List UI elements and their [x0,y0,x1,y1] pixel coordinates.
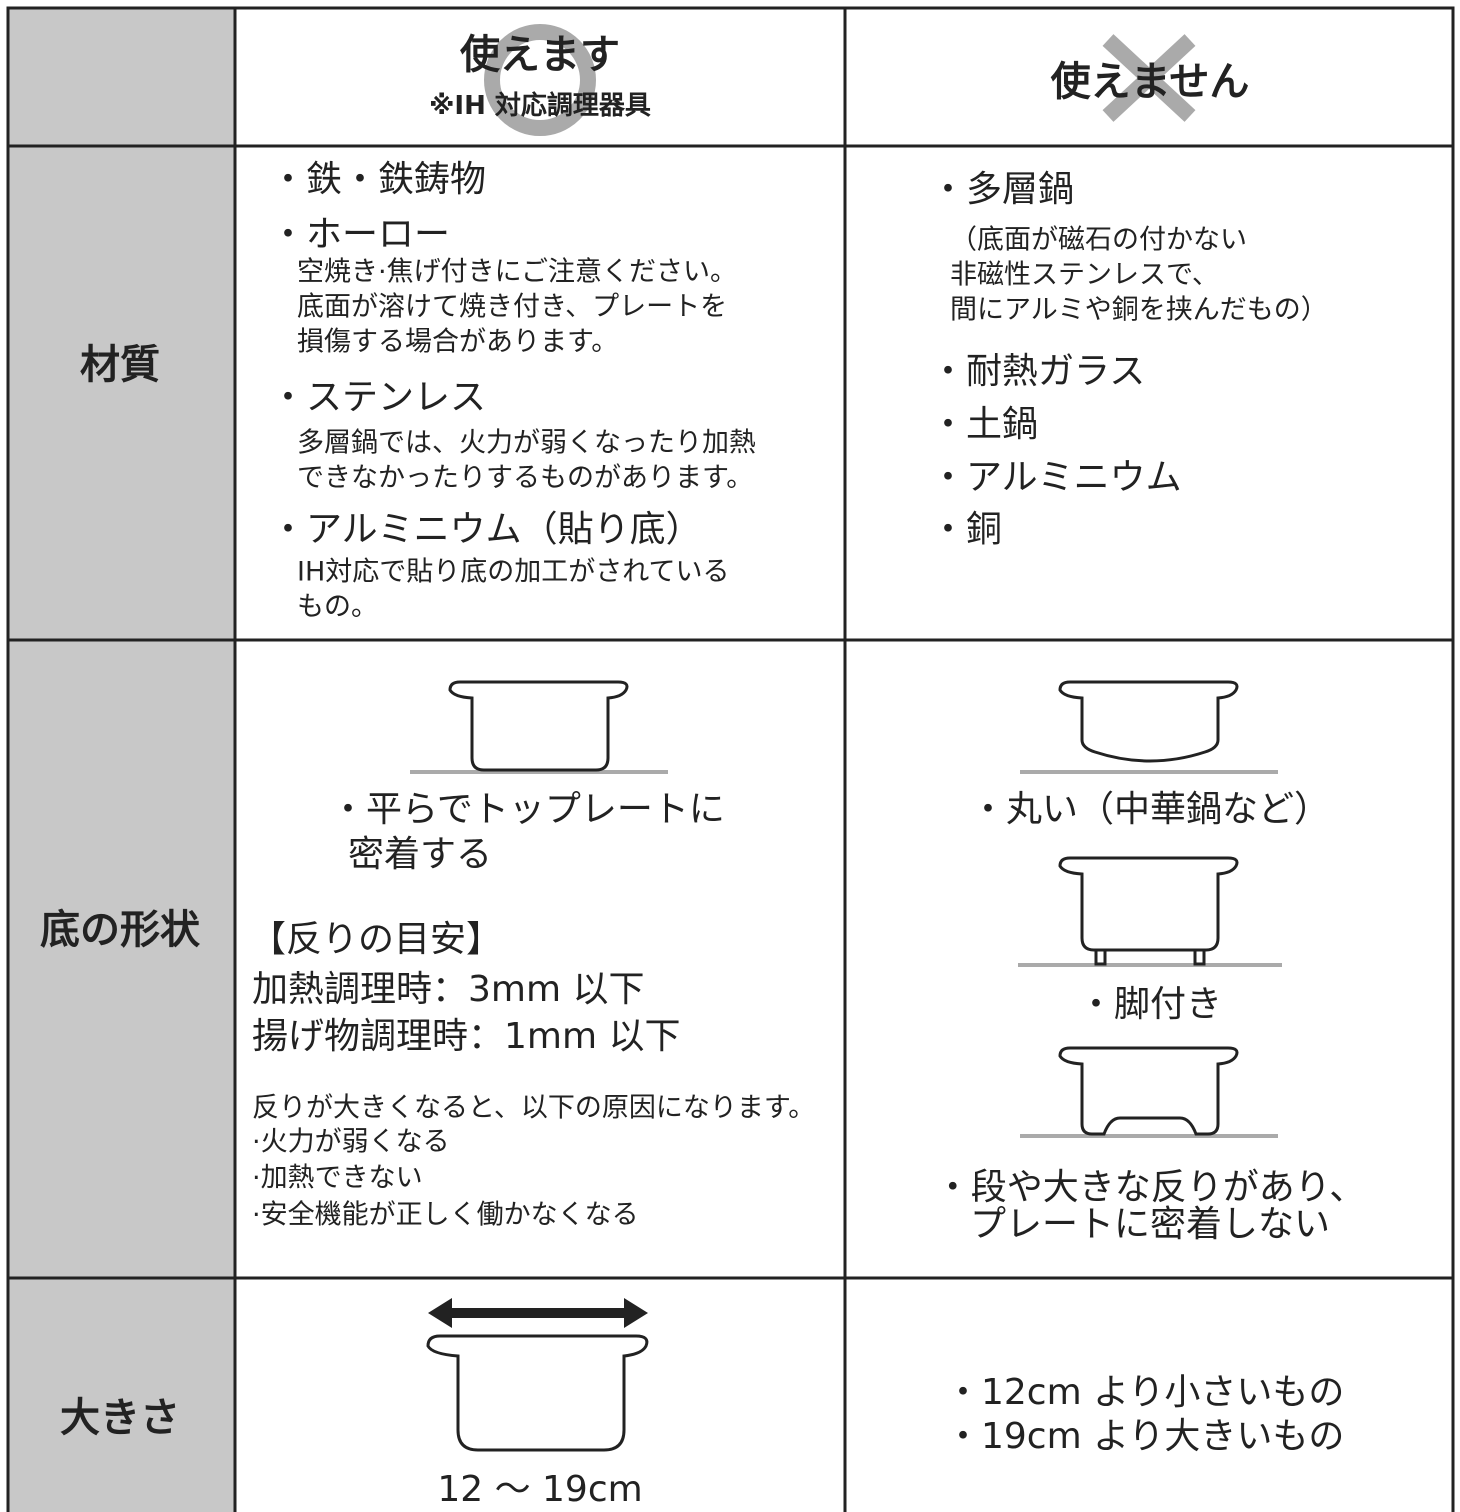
caption: プレートに密着しない [969,1204,1331,1245]
item-note: 多層鍋では、火力が弱くなったり加熱 [297,427,756,459]
item: ・ステンレス [270,377,487,418]
item: ・アルミニウム（貼り底） [270,509,702,550]
ok-note: ※IH 対応調理器具 [429,91,651,121]
caption: ・丸い（中華鍋など） [969,789,1331,830]
ok-title: 使えます [460,32,620,78]
item-note: IH対応で貼り底の加工がされている [297,556,730,588]
row-label: 材質 [80,342,160,388]
caption: ・平らでトップレートに [330,789,725,830]
caption: ・段や大きな反りがあり、 [934,1167,1366,1208]
item-note: 損傷する場合があります。 [297,326,619,358]
item-note: 空焼き·焦げ付きにご注意ください。 [297,256,738,288]
note-line: ·安全機能が正しく働かなくなる [252,1199,639,1231]
item: ・多層鍋 [930,169,1075,210]
item: ・土鍋 [930,404,1039,445]
item-note: （底面が磁石の付かない [950,224,1247,256]
row-label: 底の形状 [40,907,200,953]
row-label: 大きさ [60,1395,180,1441]
item: ・銅 [930,509,1003,550]
guide-title: 【反りの目安】 [250,919,503,960]
size-item: ・19cm より大きいもの [945,1416,1345,1457]
note-line: 反りが大きくなると、以下の原因になります。 [252,1092,816,1124]
note-line: ·火力が弱くなる [252,1126,450,1158]
caption: ・脚付き [1077,984,1223,1025]
caption: 密着する [348,834,493,875]
item-note: 非磁性ステンレスで、 [950,259,1219,291]
item: ・アルミニウム [930,457,1182,498]
item-note: できなかったりするものがあります。 [297,462,754,494]
item: ・耐熱ガラス [930,351,1146,392]
guide-line: 加熱調理時：3mm 以下 [252,969,645,1010]
ng-title: 使えません [1050,59,1250,105]
size-range: 12 ～ 19cm [437,1469,643,1510]
item-note: もの。 [297,591,378,623]
item: ・ホーロー [270,214,451,255]
size-item: ・12cm より小さいもの [945,1372,1345,1413]
item: ・鉄・鉄鋳物 [270,159,487,200]
item-note: 間にアルミや銅を挟んだもの） [950,294,1328,326]
note-line: ·加熱できない [252,1162,423,1194]
item-note: 底面が溶けて焼き付き、プレートを [297,291,728,323]
guide-line: 揚げ物調理時：1mm 以下 [252,1016,681,1057]
